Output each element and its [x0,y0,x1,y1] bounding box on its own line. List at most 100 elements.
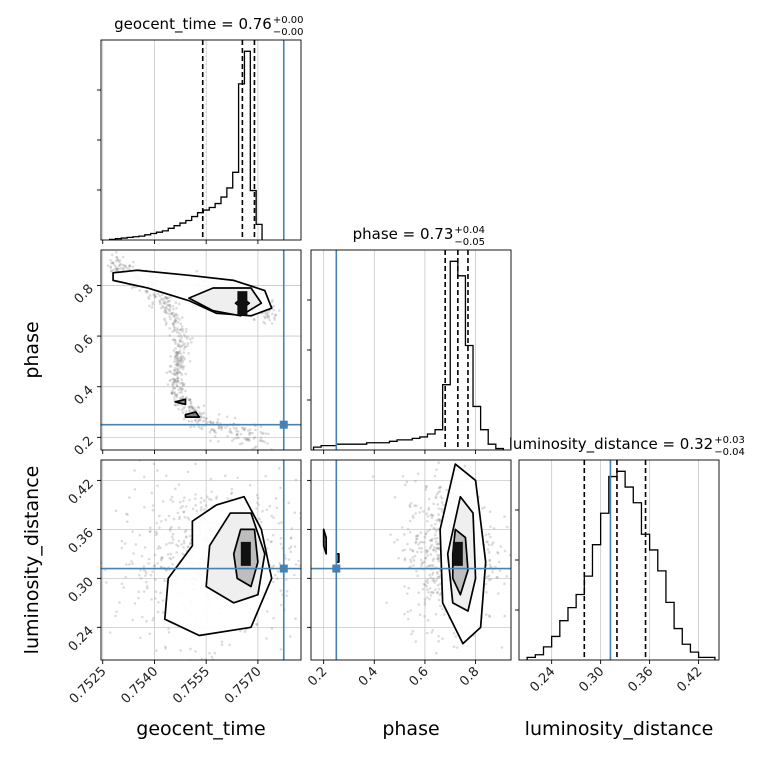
scatter-point-phase_vs_geocent_time-314 [178,370,182,374]
scatter-point-phase_vs_geocent_time-336 [175,373,179,377]
scatter-point-phase_vs_geocent_time-175 [147,297,151,300]
scatter-point-luminosity_distance_vs_phase-90 [442,503,446,507]
scatter-point-phase_vs_geocent_time-11 [121,255,125,259]
scatter-point-luminosity_distance_vs_geocent_time-93 [138,533,142,537]
scatter-point-luminosity_distance_vs_geocent_time-55 [142,568,146,572]
scatter-point-phase_vs_geocent_time-229 [180,327,183,331]
scatter-point-phase_vs_geocent_time-256 [183,342,186,345]
scatter-point-luminosity_distance_vs_phase-200 [437,557,441,561]
scatter-point-luminosity_distance_vs_geocent_time-103 [182,499,185,503]
scatter-point-luminosity_distance_vs_geocent_time-293 [146,587,149,590]
scatter-point-luminosity_distance_vs_phase-67 [437,490,440,494]
scatter-point-phase_vs_geocent_time-744 [265,315,268,319]
scatter-point-phase_vs_geocent_time-403 [174,380,178,383]
scatter-point-phase_vs_geocent_time-276 [177,359,180,362]
scatter-point-luminosity_distance_vs_phase-541 [403,585,406,588]
scatter-point-luminosity_distance_vs_geocent_time-462 [288,635,292,638]
scatter-point-luminosity_distance_vs_geocent_time-618 [230,491,234,495]
scatter-point-phase_vs_geocent_time-563 [238,442,242,446]
scatter-point-phase_vs_geocent_time-750 [265,312,269,315]
scatter-point-phase_vs_geocent_time-204 [186,335,189,338]
scatter-point-luminosity_distance_vs_phase-175 [420,564,423,567]
scatter-point-phase_vs_geocent_time-176 [162,301,166,305]
ytick-label-phase-2: 0.6 [72,332,97,357]
panel-title-minus-geocent_time: −0.00 [273,27,304,38]
scatter-point-luminosity_distance_vs_phase-19 [422,541,426,544]
scatter-point-luminosity_distance_vs_phase-510 [444,662,447,665]
scatter-point-phase_vs_geocent_time-539 [225,415,229,419]
scatter-point-phase_vs_geocent_time-9 [128,264,132,267]
scatter-point-luminosity_distance_vs_phase-171 [430,539,433,542]
scatter-point-luminosity_distance_vs_phase-114 [437,559,441,563]
scatter-point-phase_vs_geocent_time-189 [169,305,172,309]
scatter-point-phase_vs_geocent_time-213 [181,328,185,331]
scatter-point-luminosity_distance_vs_phase-376 [432,548,435,552]
scatter-point-phase_vs_geocent_time-380 [182,383,185,387]
scatter-point-phase_vs_geocent_time-305 [176,363,180,366]
scatter-point-luminosity_distance_vs_geocent_time-323 [184,529,188,532]
scatter-point-luminosity_distance_vs_phase-451 [413,554,417,558]
scatter-point-phase_vs_geocent_time-48 [113,264,117,268]
scatter-point-luminosity_distance_vs_phase-452 [435,468,438,471]
scatter-point-luminosity_distance_vs_geocent_time-666 [202,508,206,511]
scatter-point-luminosity_distance_vs_phase-321 [438,520,442,523]
scatter-point-luminosity_distance_vs_geocent_time-281 [270,514,274,518]
scatter-point-phase_vs_geocent_time-402 [176,376,180,380]
scatter-point-phase_vs_geocent_time-448 [194,419,197,422]
scatter-point-luminosity_distance_vs_geocent_time-224 [177,526,181,530]
scatter-point-luminosity_distance_vs_phase-458 [442,613,446,616]
scatter-point-phase_vs_geocent_time-545 [258,439,262,442]
scatter-point-phase_vs_geocent_time-525 [228,430,231,434]
scatter-point-luminosity_distance_vs_phase-281 [431,559,435,562]
scatter-point-luminosity_distance_vs_geocent_time-473 [132,552,135,555]
scatter-point-phase_vs_geocent_time-379 [175,395,179,399]
ytick-label-phase-0: 0.2 [72,434,97,459]
scatter-point-phase_vs_geocent_time-440 [200,412,204,416]
scatter-point-phase_vs_geocent_time-407 [180,378,183,382]
scatter-point-luminosity_distance_vs_geocent_time-379 [155,532,159,535]
scatter-point-luminosity_distance_vs_phase-365 [403,557,407,560]
scatter-point-luminosity_distance_vs_geocent_time-413 [164,645,167,649]
scatter-point-luminosity_distance_vs_geocent_time-562 [195,509,199,513]
scatter-point-luminosity_distance_vs_geocent_time-358 [218,456,221,459]
scatter-point-phase_vs_geocent_time-154 [164,305,168,309]
scatter-point-luminosity_distance_vs_phase-339 [485,452,488,455]
scatter-point-phase_vs_geocent_time-595 [259,436,263,440]
scatter-point-phase_vs_geocent_time-53 [110,270,114,273]
scatter-point-phase_vs_geocent_time-324 [176,376,180,380]
scatter-point-phase_vs_geocent_time-169 [158,294,162,298]
scatter-point-luminosity_distance_vs_phase-79 [423,560,426,564]
scatter-point-luminosity_distance_vs_geocent_time-491 [166,553,170,556]
scatter-point-phase_vs_geocent_time-493 [209,421,213,425]
scatter-point-phase_vs_geocent_time-18 [124,264,127,268]
scatter-point-phase_vs_geocent_time-303 [180,373,184,376]
scatter-point-luminosity_distance_vs_geocent_time-351 [153,564,156,568]
scatter-point-phase_vs_geocent_time-79 [131,265,135,269]
scatter-point-phase_vs_geocent_time-723 [270,312,274,316]
scatter-point-phase_vs_geocent_time-499 [204,419,207,423]
scatter-point-phase_vs_geocent_time-472 [185,396,188,400]
scatter-point-luminosity_distance_vs_geocent_time-151 [126,513,129,516]
scatter-point-luminosity_distance_vs_geocent_time-208 [294,617,297,621]
scatter-point-phase_vs_geocent_time-490 [213,429,216,432]
panel-frame-2-0 [100,459,302,661]
scatter-point-luminosity_distance_vs_phase-131 [428,547,432,550]
scatter-point-phase_vs_geocent_time-253 [173,355,177,359]
scatter-point-luminosity_distance_vs_phase-92 [420,546,423,550]
scatter-point-phase_vs_geocent_time-335 [169,365,173,368]
scatter-point-luminosity_distance_vs_phase-696 [498,569,502,572]
scatter-point-phase_vs_geocent_time-387 [183,382,186,386]
scatter-point-luminosity_distance_vs_geocent_time-667 [260,520,263,524]
scatter-point-luminosity_distance_vs_geocent_time-31 [174,487,177,491]
scatter-point-luminosity_distance_vs_phase-235 [485,591,488,594]
scatter-point-phase_vs_geocent_time-294 [185,337,189,340]
scatter-point-luminosity_distance_vs_geocent_time-303 [120,539,124,543]
scatter-point-luminosity_distance_vs_geocent_time-90 [161,500,165,503]
scatter-point-phase_vs_geocent_time-286 [178,339,182,343]
scatter-point-phase_vs_geocent_time-443 [189,425,192,429]
scatter-point-luminosity_distance_vs_phase-475 [424,556,428,560]
scatter-point-phase_vs_geocent_time-455 [183,405,186,409]
scatter-point-phase_vs_geocent_time-183 [168,308,172,311]
scatter-point-luminosity_distance_vs_phase-344 [440,507,443,511]
hist-panel-luminosity_distance: 0.24 0.30 0.36 0.42 luminosity_distance = 0.… [509,435,745,695]
